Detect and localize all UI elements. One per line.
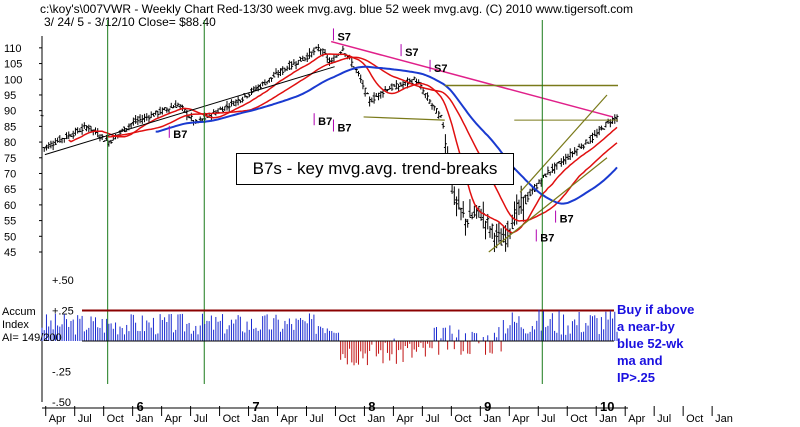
x-month-label: Apr	[396, 413, 413, 425]
price-tick-label: 65	[4, 184, 16, 196]
signal-label: S7	[434, 63, 447, 75]
signal-label: B7	[540, 232, 554, 244]
note-line: IP>.25	[617, 370, 655, 385]
x-month-label: Jan	[136, 413, 154, 425]
price-tick-label: 90	[4, 106, 16, 118]
price-tick-label: 70	[4, 168, 16, 180]
note-line: Buy if above	[617, 302, 695, 317]
signal-label: B7	[337, 123, 351, 135]
uptrend-line	[44, 66, 335, 156]
note-line: a near-by	[617, 319, 675, 334]
annotation-banner: B7s - key mvg.avg. trend-breaks	[236, 153, 514, 185]
downtrend-line	[330, 40, 613, 118]
signal-label: B7	[560, 214, 574, 226]
signal-label: B7	[318, 116, 332, 128]
price-tick-label: 45	[4, 247, 16, 259]
note-line: blue 52-wk	[617, 336, 684, 351]
signal-label: S7	[337, 31, 350, 43]
x-month-label: Jan	[715, 413, 733, 425]
x-month-label: Jul	[194, 413, 208, 425]
x-month-label: Jan	[367, 413, 385, 425]
accum-tick-label: -.25	[52, 367, 71, 379]
x-year-label: 6	[136, 399, 143, 414]
x-month-label: Jul	[425, 413, 439, 425]
accum-tick-label: +.25	[52, 306, 74, 318]
x-month-label: Oct	[686, 413, 703, 425]
x-month-label: Jul	[309, 413, 323, 425]
x-month-label: Apr	[165, 413, 182, 425]
price-tick-label: 110	[4, 43, 22, 55]
x-month-label: Jan	[483, 413, 501, 425]
index-label: Index	[2, 319, 29, 331]
signal-label: S7	[405, 47, 418, 59]
channel-upper	[519, 94, 608, 193]
x-month-label: Apr	[49, 413, 66, 425]
note-line: ma and	[617, 353, 663, 368]
price-tick-label: 100	[4, 74, 22, 86]
ma13-line	[68, 53, 618, 234]
neckline	[363, 116, 445, 121]
x-month-label: Jan	[252, 413, 270, 425]
x-month-label: Jul	[657, 413, 671, 425]
x-year-label: 8	[368, 399, 375, 414]
price-tick-label: 55	[4, 216, 16, 228]
x-year-label: 10	[600, 399, 614, 414]
signal-label: B7	[173, 129, 187, 141]
x-year-label: 9	[484, 399, 491, 414]
x-month-label: Jan	[599, 413, 617, 425]
price-tick-label: 95	[4, 90, 16, 102]
accum-label: Accum	[2, 306, 36, 318]
ma30-line	[106, 56, 618, 222]
x-month-label: Oct	[570, 413, 587, 425]
price-tick-label: 105	[4, 59, 22, 71]
x-month-label: Jul	[78, 413, 92, 425]
x-month-label: Oct	[223, 413, 240, 425]
ma52-line	[155, 65, 618, 205]
x-year-label: 7	[252, 399, 259, 414]
x-month-label: Jul	[541, 413, 555, 425]
price-tick-label: 75	[4, 153, 16, 165]
accum-tick-label: -.50	[52, 397, 71, 409]
x-month-label: Oct	[338, 413, 355, 425]
accum-tick-label: +.50	[52, 275, 74, 287]
price-tick-label: 50	[4, 231, 16, 243]
buy-rule-note: Buy if above a near-by blue 52-wk ma and…	[617, 301, 717, 386]
price-tick-label: 80	[4, 137, 16, 149]
x-month-label: Apr	[512, 413, 529, 425]
price-tick-label: 60	[4, 200, 16, 212]
chart-title: c:\koy's\007VWR - Weekly Chart Red-13/30…	[40, 2, 633, 16]
x-month-label: Oct	[454, 413, 471, 425]
chart-subtitle: 3/ 24/ 5 - 3/12/10 Close= $88.40	[44, 15, 216, 29]
x-month-label: Apr	[281, 413, 298, 425]
ai-ratio-label: AI= 149/200	[2, 332, 62, 344]
x-month-label: Oct	[107, 413, 124, 425]
channel-lower	[488, 157, 608, 253]
price-tick-label: 85	[4, 121, 16, 133]
x-month-label: Apr	[628, 413, 645, 425]
